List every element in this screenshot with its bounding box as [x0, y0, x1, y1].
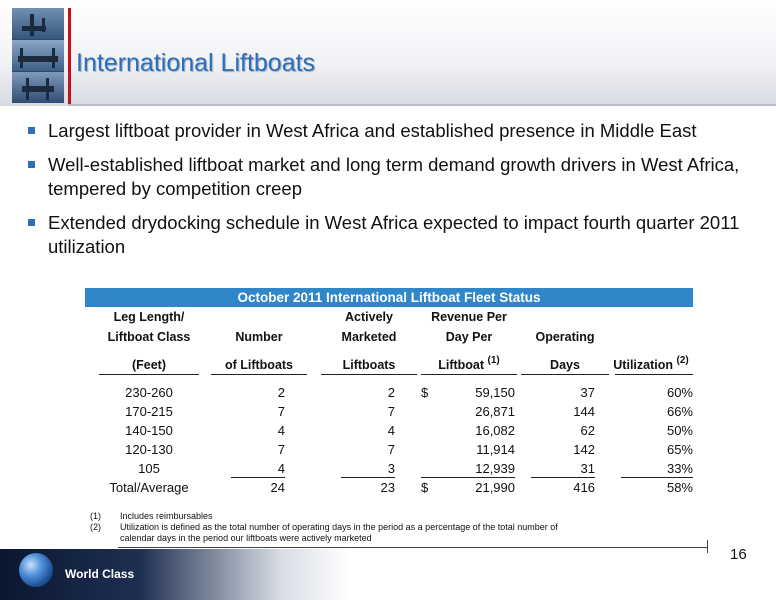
table-header: Leg Length/ Liftboat Class (Feet) Number… — [85, 307, 693, 383]
footer-divider — [118, 547, 708, 548]
page-number: 16 — [730, 546, 747, 563]
bullet-square-icon — [28, 127, 35, 134]
slide-header — [0, 0, 776, 106]
rig-photo-strip — [12, 8, 64, 103]
table-total-row: Total/Average 24 23 $21,990 416 58% — [109, 480, 693, 495]
footer-tagline: World Class — [65, 567, 135, 581]
table-row: 140-150 4 4 16,082 62 50% — [125, 423, 693, 438]
bullet-item: Well-established liftboat market and lon… — [28, 153, 758, 201]
rig-photo-2 — [12, 40, 64, 71]
table-row: 105 4 3 12,939 31 33% — [138, 461, 693, 478]
rig-photo-3 — [12, 72, 64, 103]
header-utilization: Utilization (2) — [613, 355, 689, 372]
globe-icon — [19, 553, 53, 587]
footnote: (2) Utilization is defined as the total n… — [90, 522, 558, 543]
fleet-status-table: October 2011 International Liftboat Flee… — [85, 288, 693, 497]
accent-bar — [68, 8, 71, 104]
table-row: 170-215 7 7 26,871 144 66% — [125, 404, 693, 419]
bullet-item: Largest liftboat provider in West Africa… — [28, 119, 758, 143]
table-title: October 2011 International Liftboat Flee… — [85, 288, 693, 307]
bullet-item: Extended drydocking schedule in West Afr… — [28, 211, 758, 259]
bullet-square-icon — [28, 161, 35, 168]
bullet-list: Largest liftboat provider in West Africa… — [28, 119, 758, 269]
footer-band — [0, 549, 350, 600]
table-row: 120-130 7 7 11,914 142 65% — [125, 442, 693, 457]
header-number: Number of Liftboats — [224, 330, 294, 372]
footnotes: (1) Includes reimbursables (2) Utilization… — [90, 511, 590, 544]
header-leg-length: Leg Length/ Liftboat Class (Feet) — [107, 310, 191, 372]
rig-photo-1 — [12, 8, 64, 39]
bullet-square-icon — [28, 219, 35, 226]
footnote: (1) Includes reimbursables — [90, 511, 213, 521]
footer-divider-tick — [707, 540, 708, 553]
header-revenue-per-day: Revenue Per Day Per Liftboat (1) — [431, 310, 507, 372]
table-row: 230-260 2 2 $59,150 37 60% — [125, 385, 693, 400]
header-operating-days: Operating Days — [535, 330, 595, 372]
header-actively-marketed: Actively Marketed Liftboats — [341, 310, 397, 372]
header-divider — [68, 104, 776, 106]
slide-title: International Liftboats — [76, 49, 316, 77]
